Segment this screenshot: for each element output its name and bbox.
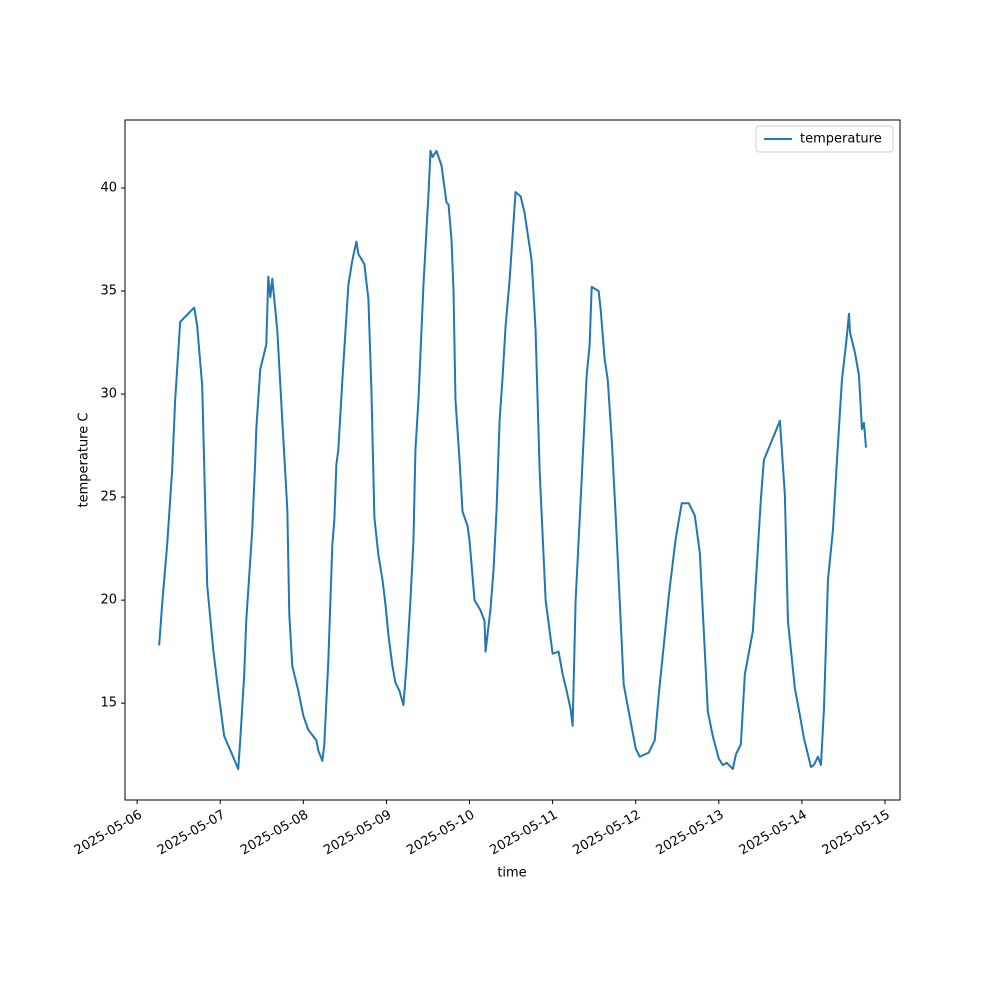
x-tick-label: 2025-05-13 — [654, 808, 727, 859]
y-tick-label: 15 — [100, 696, 117, 711]
y-tick-label: 35 — [100, 284, 117, 299]
y-tick-label: 40 — [100, 181, 117, 196]
x-axis-label: time — [497, 866, 526, 881]
x-tick-label: 2025-05-11 — [487, 808, 560, 859]
x-tick-label: 2025-05-10 — [404, 808, 477, 859]
legend-label: temperature — [800, 132, 882, 147]
data-line — [158, 149, 868, 771]
x-tick-label: 2025-05-06 — [72, 808, 145, 859]
x-tick-label: 2025-05-12 — [571, 808, 644, 859]
y-tick-label: 20 — [100, 593, 117, 608]
legend-box — [755, 125, 894, 153]
x-tick-label: 2025-05-15 — [820, 808, 893, 859]
x-tick-label: 2025-05-08 — [238, 808, 311, 859]
x-tick-label: 2025-05-07 — [155, 808, 228, 859]
x-tick-label: 2025-05-14 — [737, 808, 810, 859]
plot-frame — [124, 119, 901, 801]
x-tick-label: 2025-05-09 — [321, 808, 394, 859]
y-tick-label: 30 — [100, 387, 117, 402]
y-axis-label: temperature C — [77, 413, 92, 508]
y-tick-label: 25 — [100, 490, 117, 505]
